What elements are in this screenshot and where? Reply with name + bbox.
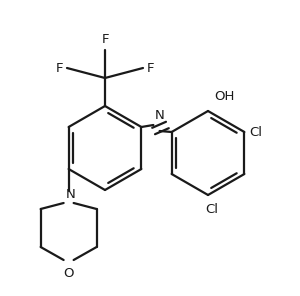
Text: Cl: Cl: [249, 126, 262, 139]
Text: O: O: [63, 267, 74, 280]
Text: N: N: [66, 189, 76, 202]
Text: F: F: [101, 33, 109, 46]
Text: Cl: Cl: [206, 203, 218, 216]
Text: F: F: [147, 62, 154, 75]
Text: N: N: [154, 109, 164, 122]
Text: F: F: [56, 62, 63, 75]
Text: OH: OH: [214, 90, 234, 103]
